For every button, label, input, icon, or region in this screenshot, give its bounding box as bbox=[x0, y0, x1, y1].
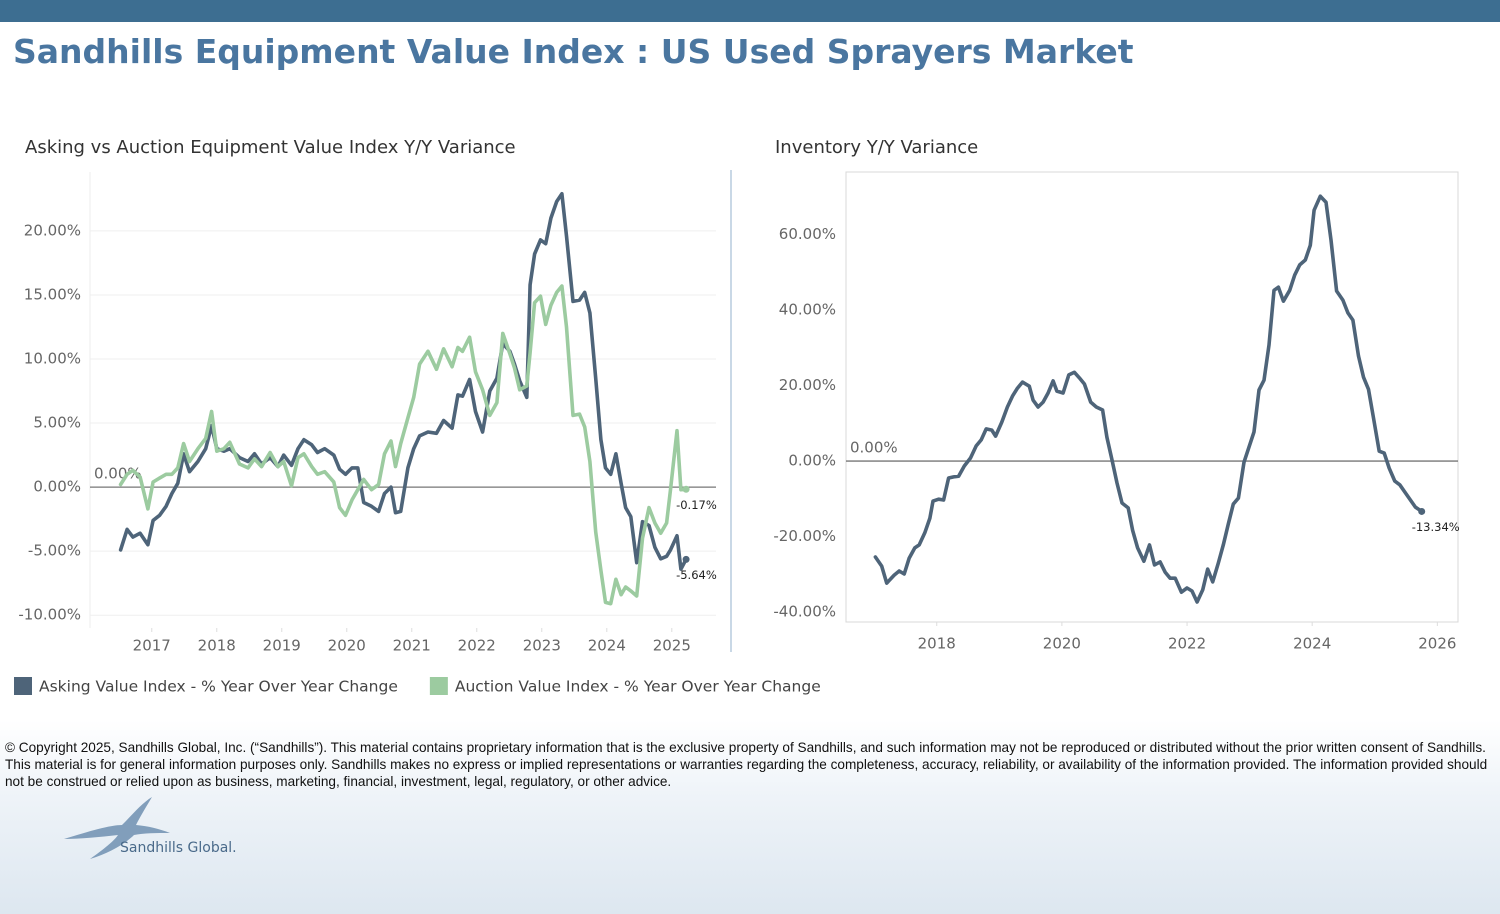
zero-line-label: 0.00% bbox=[94, 465, 142, 483]
end-label: -5.64% bbox=[676, 568, 717, 582]
plot-frame bbox=[845, 171, 1459, 623]
end-label: -0.17% bbox=[676, 498, 717, 512]
y-tick-label: 40.00% bbox=[779, 300, 836, 318]
last-point bbox=[1418, 507, 1426, 515]
x-tick-label: 2019 bbox=[263, 637, 301, 655]
y-tick-label: -20.00% bbox=[773, 527, 836, 545]
logo: Sandhills Global. bbox=[64, 797, 237, 859]
x-tick-label: 2020 bbox=[328, 637, 366, 655]
y-tick-label: 20.00% bbox=[24, 221, 81, 239]
y-tick-label: 60.00% bbox=[779, 225, 836, 243]
end-label: -13.34% bbox=[1412, 520, 1460, 534]
y-tick-label: 0.00% bbox=[788, 452, 836, 470]
zero-line-label: 0.00% bbox=[850, 439, 898, 457]
charts: Asking vs Auction Equipment Value Index … bbox=[14, 137, 1460, 696]
background bbox=[0, 720, 1500, 914]
legend-swatch bbox=[429, 677, 448, 695]
top-bar bbox=[0, 0, 1500, 22]
legend-label: Auction Value Index - % Year Over Year C… bbox=[455, 678, 821, 696]
y-tick-label: -40.00% bbox=[773, 603, 836, 621]
series-line bbox=[118, 192, 688, 571]
x-tick-label: 2025 bbox=[653, 637, 691, 655]
x-tick-label: 2026 bbox=[1418, 635, 1456, 653]
page-title: Sandhills Equipment Value Index : US Use… bbox=[13, 32, 1134, 71]
y-tick-label: 5.00% bbox=[33, 414, 81, 432]
y-tick-label: -5.00% bbox=[28, 542, 81, 560]
x-tick-label: 2021 bbox=[393, 637, 431, 655]
legend-label: Asking Value Index - % Year Over Year Ch… bbox=[39, 678, 398, 696]
chart-title: Asking vs Auction Equipment Value Index … bbox=[25, 137, 516, 158]
x-tick-label: 2022 bbox=[1168, 635, 1206, 653]
series-line bbox=[873, 194, 1424, 604]
copyright: © Copyright 2025, Sandhills Global, Inc.… bbox=[5, 740, 1488, 789]
logo-text: Sandhills Global. bbox=[120, 840, 237, 856]
legend-swatch bbox=[14, 677, 32, 695]
x-tick-label: 2024 bbox=[1293, 635, 1331, 653]
y-tick-label: 20.00% bbox=[779, 376, 836, 394]
y-tick-label: 0.00% bbox=[33, 478, 81, 496]
x-tick-label: 2020 bbox=[1043, 635, 1081, 653]
x-tick-label: 2022 bbox=[458, 637, 496, 655]
x-tick-label: 2017 bbox=[133, 637, 171, 655]
logo-bird bbox=[64, 797, 170, 859]
series-line bbox=[118, 284, 688, 606]
y-tick-label: 15.00% bbox=[24, 285, 81, 303]
y-tick-label: -10.00% bbox=[18, 606, 81, 624]
x-tick-label: 2018 bbox=[918, 635, 956, 653]
y-tick-label: 10.00% bbox=[24, 350, 81, 368]
x-tick-label: 2018 bbox=[198, 637, 236, 655]
x-tick-label: 2023 bbox=[523, 637, 561, 655]
last-point bbox=[682, 555, 690, 563]
x-tick-label: 2024 bbox=[588, 637, 626, 655]
last-point bbox=[682, 485, 690, 493]
chart-title: Inventory Y/Y Variance bbox=[775, 137, 978, 158]
